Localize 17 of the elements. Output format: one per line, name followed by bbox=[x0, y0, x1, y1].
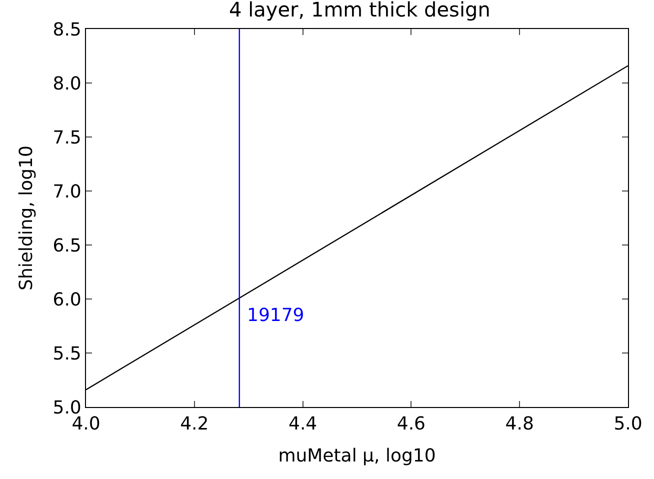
y-tick-label: 8.0 bbox=[52, 73, 82, 94]
x-tick-label: 4.0 bbox=[72, 414, 100, 435]
y-tick-label: 5.5 bbox=[52, 343, 82, 364]
y-axis-title: Shielding, log10 bbox=[16, 146, 37, 290]
y-tick-label: 7.0 bbox=[52, 181, 82, 202]
x-tick-label: 4.8 bbox=[505, 414, 534, 435]
y-tick-label: 8.5 bbox=[52, 19, 82, 40]
x-tick-label: 4.6 bbox=[396, 414, 426, 435]
x-tick-label: 4.4 bbox=[288, 414, 318, 435]
y-tick-label: 6.5 bbox=[52, 235, 82, 256]
y-tick-label: 7.5 bbox=[52, 127, 82, 148]
chart-title: 4 layer, 1mm thick design bbox=[229, 0, 490, 22]
x-tick-label: 4.2 bbox=[180, 414, 209, 435]
y-tick-label: 6.0 bbox=[52, 289, 82, 310]
x-axis-title: muMetal μ, log10 bbox=[278, 446, 436, 467]
annotation: 19179 bbox=[247, 305, 304, 326]
x-tick-label: 5.0 bbox=[614, 414, 642, 435]
